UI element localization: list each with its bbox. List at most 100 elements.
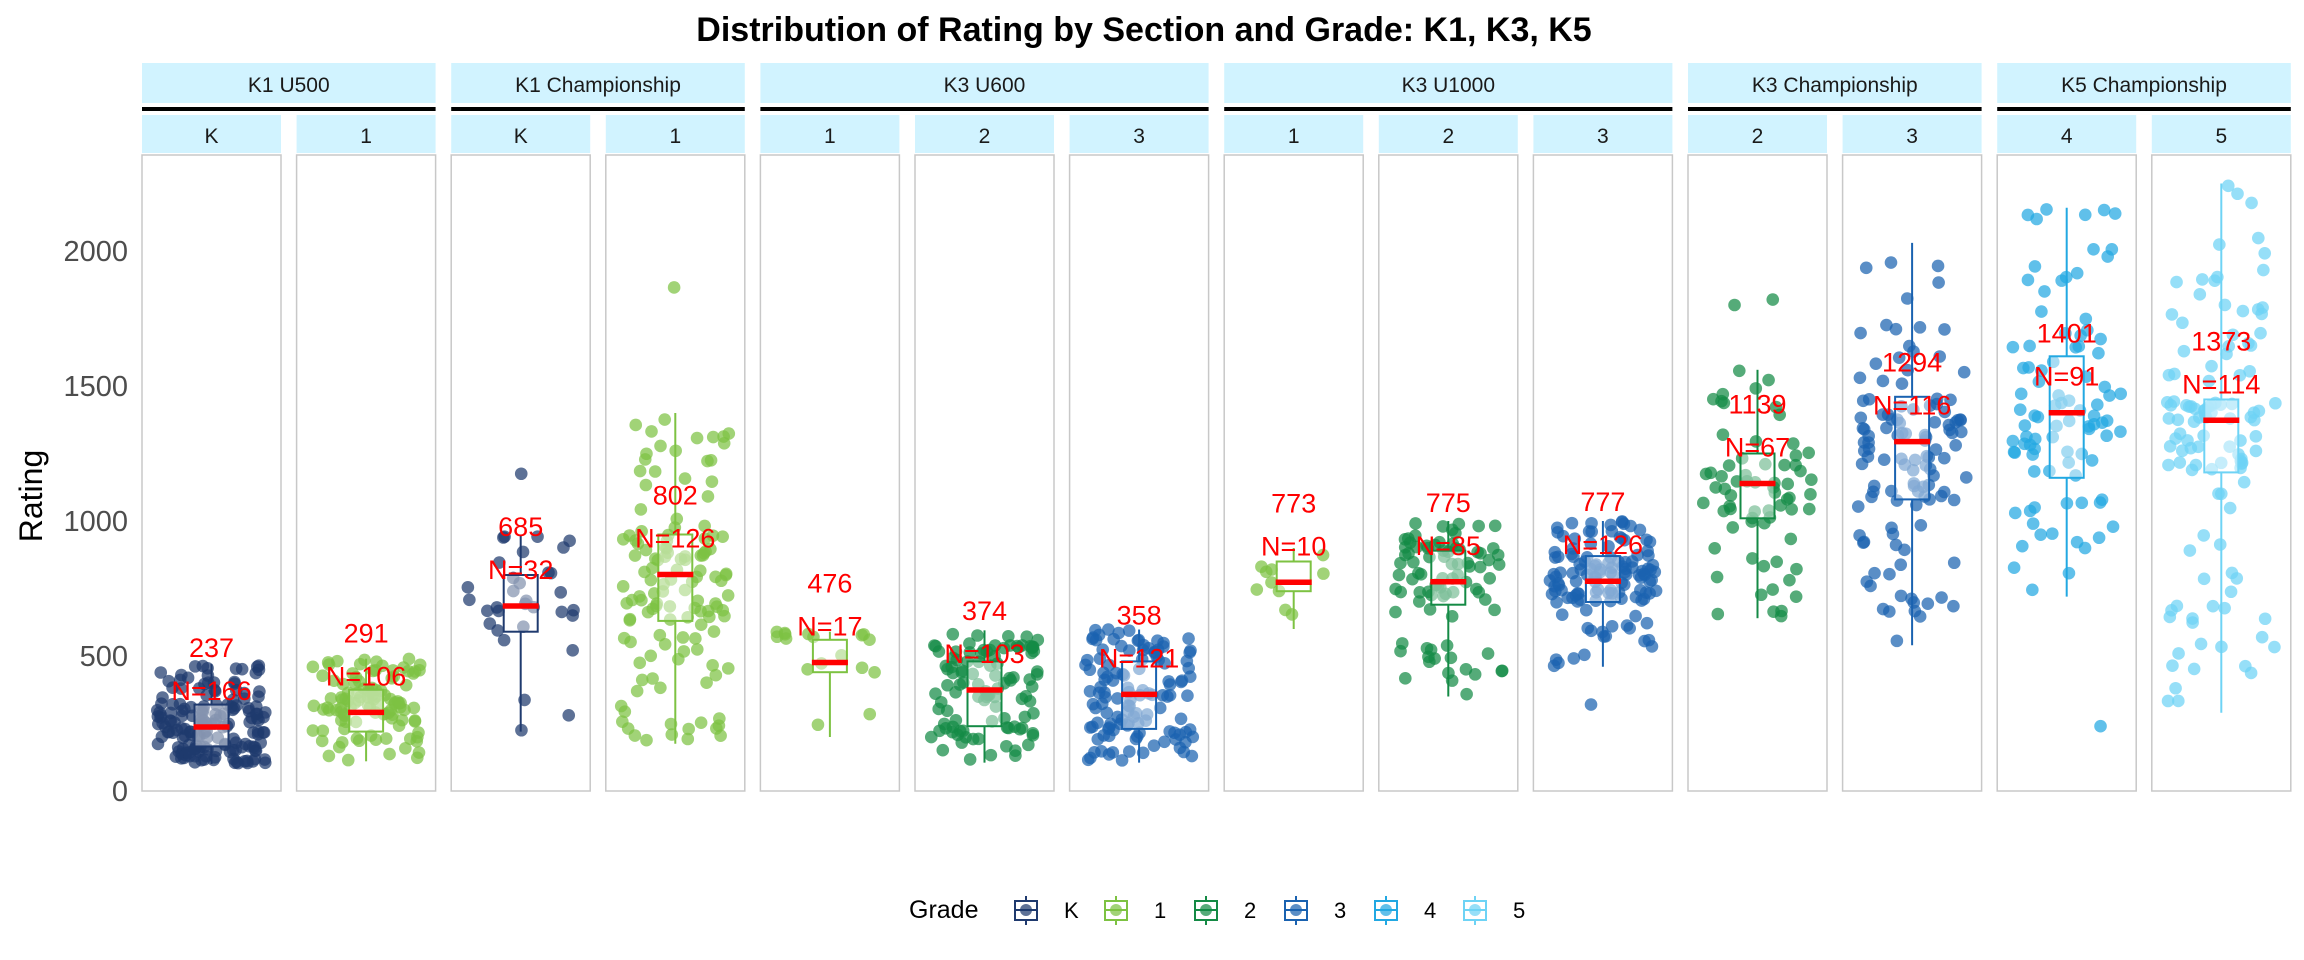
data-point — [1604, 566, 1617, 579]
data-point — [332, 740, 346, 754]
data-point — [1585, 516, 1598, 530]
data-point — [316, 724, 330, 738]
data-point — [2258, 247, 2272, 260]
data-point — [1403, 536, 1417, 549]
data-point — [2268, 640, 2281, 654]
data-point — [718, 609, 731, 623]
data-point — [1605, 619, 1619, 633]
median-label: 374 — [962, 596, 1007, 626]
data-point — [1868, 566, 1881, 580]
data-point — [2218, 601, 2231, 615]
data-point — [2061, 445, 2074, 459]
data-point — [369, 733, 383, 747]
data-point — [2059, 327, 2072, 340]
data-point — [1886, 527, 1900, 541]
data-point — [252, 713, 265, 727]
data-point — [2078, 208, 2092, 222]
data-point — [1437, 589, 1450, 603]
panel-border — [295, 154, 437, 792]
data-point — [1445, 557, 1459, 571]
data-point — [1856, 394, 1870, 408]
data-point — [1889, 538, 1903, 552]
data-point — [623, 612, 637, 626]
data-point — [1945, 426, 1959, 440]
data-point — [1629, 609, 1642, 623]
data-point — [2225, 397, 2239, 411]
data-point — [1433, 535, 1446, 549]
data-point — [1857, 535, 1871, 549]
data-point — [1604, 518, 1618, 532]
data-point — [1697, 496, 1710, 510]
data-point — [682, 722, 695, 736]
box — [1430, 549, 1467, 606]
data-point — [1578, 648, 1591, 662]
panel-border — [1687, 154, 1828, 792]
panel-border — [605, 154, 746, 792]
data-point — [322, 749, 336, 763]
data-point — [1933, 350, 1947, 363]
data-point — [2022, 361, 2035, 374]
data-point — [566, 609, 579, 622]
data-point — [1635, 594, 1648, 607]
data-point — [2224, 585, 2238, 599]
data-point — [1602, 540, 1615, 553]
data-point — [639, 478, 653, 492]
data-point — [2094, 332, 2107, 346]
data-point — [1123, 745, 1136, 758]
data-point — [721, 662, 735, 675]
data-point — [2161, 694, 2175, 708]
data-point — [366, 664, 380, 678]
data-point — [1102, 748, 1116, 761]
grade-strip-label: 2 — [1752, 125, 1764, 148]
data-point — [2165, 308, 2179, 321]
data-point — [1784, 532, 1798, 546]
grade-strip-label: K — [204, 125, 218, 148]
data-point — [1604, 583, 1617, 597]
data-point — [175, 709, 189, 723]
grade-strip-label: 1 — [669, 125, 681, 148]
data-point — [1398, 672, 1412, 685]
count-label: N=116 — [1873, 391, 1951, 421]
data-point — [2220, 347, 2233, 361]
data-point — [1317, 567, 1330, 580]
data-point — [616, 580, 630, 593]
data-point — [719, 567, 733, 581]
data-point — [1579, 603, 1593, 617]
data-point — [1623, 621, 1637, 635]
section-label: K5 Championship — [2061, 74, 2227, 97]
data-point — [712, 719, 726, 732]
data-point — [868, 665, 881, 679]
data-point — [2028, 260, 2042, 273]
data-point — [2214, 456, 2228, 470]
data-point — [395, 713, 409, 727]
data-point — [2169, 681, 2182, 695]
data-point — [2162, 412, 2176, 425]
legend-key-K — [1014, 896, 1038, 925]
data-point — [644, 649, 658, 663]
data-point — [2223, 440, 2236, 453]
data-point — [701, 454, 714, 468]
data-point — [1163, 678, 1177, 691]
data-point — [705, 475, 719, 488]
panel-border — [759, 154, 901, 792]
data-point — [174, 682, 188, 695]
data-point — [1876, 602, 1890, 616]
data-point — [1174, 675, 1188, 689]
data-point — [2182, 400, 2196, 414]
data-point — [1773, 408, 1786, 422]
legend-point — [1469, 904, 1481, 916]
panel-border — [1378, 154, 1519, 792]
data-point — [1182, 632, 1195, 645]
grade-strip — [605, 115, 745, 153]
data-point — [663, 600, 677, 613]
data-point — [1646, 558, 1660, 572]
data-point — [1102, 623, 1115, 636]
legend-key-5 — [1463, 896, 1487, 925]
data-point — [1781, 477, 1795, 491]
data-point — [1440, 639, 1454, 652]
data-point — [1002, 721, 1015, 735]
data-point — [1122, 624, 1136, 637]
section-label: K3 Championship — [1752, 74, 1918, 97]
data-point — [701, 490, 715, 503]
data-point — [1766, 293, 1780, 306]
